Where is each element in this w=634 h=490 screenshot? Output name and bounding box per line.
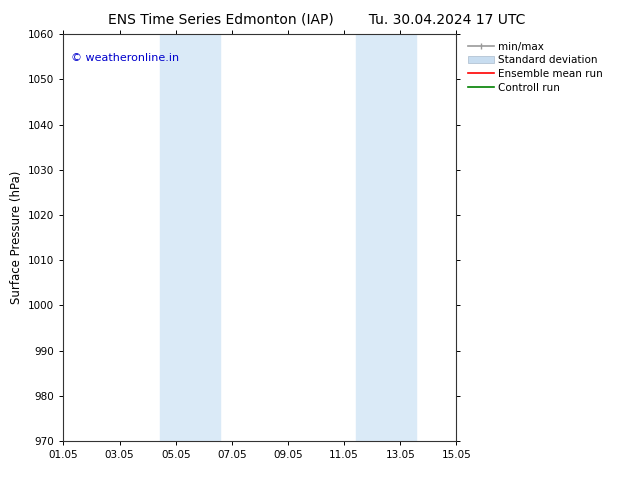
Text: © weatheronline.in: © weatheronline.in bbox=[71, 52, 179, 63]
Legend: min/max, Standard deviation, Ensemble mean run, Controll run: min/max, Standard deviation, Ensemble me… bbox=[465, 40, 605, 95]
Y-axis label: Surface Pressure (hPa): Surface Pressure (hPa) bbox=[10, 171, 23, 304]
Bar bbox=[160, 34, 220, 441]
Bar bbox=[356, 34, 417, 441]
Text: ENS Time Series Edmonton (IAP)        Tu. 30.04.2024 17 UTC: ENS Time Series Edmonton (IAP) Tu. 30.04… bbox=[108, 12, 526, 26]
